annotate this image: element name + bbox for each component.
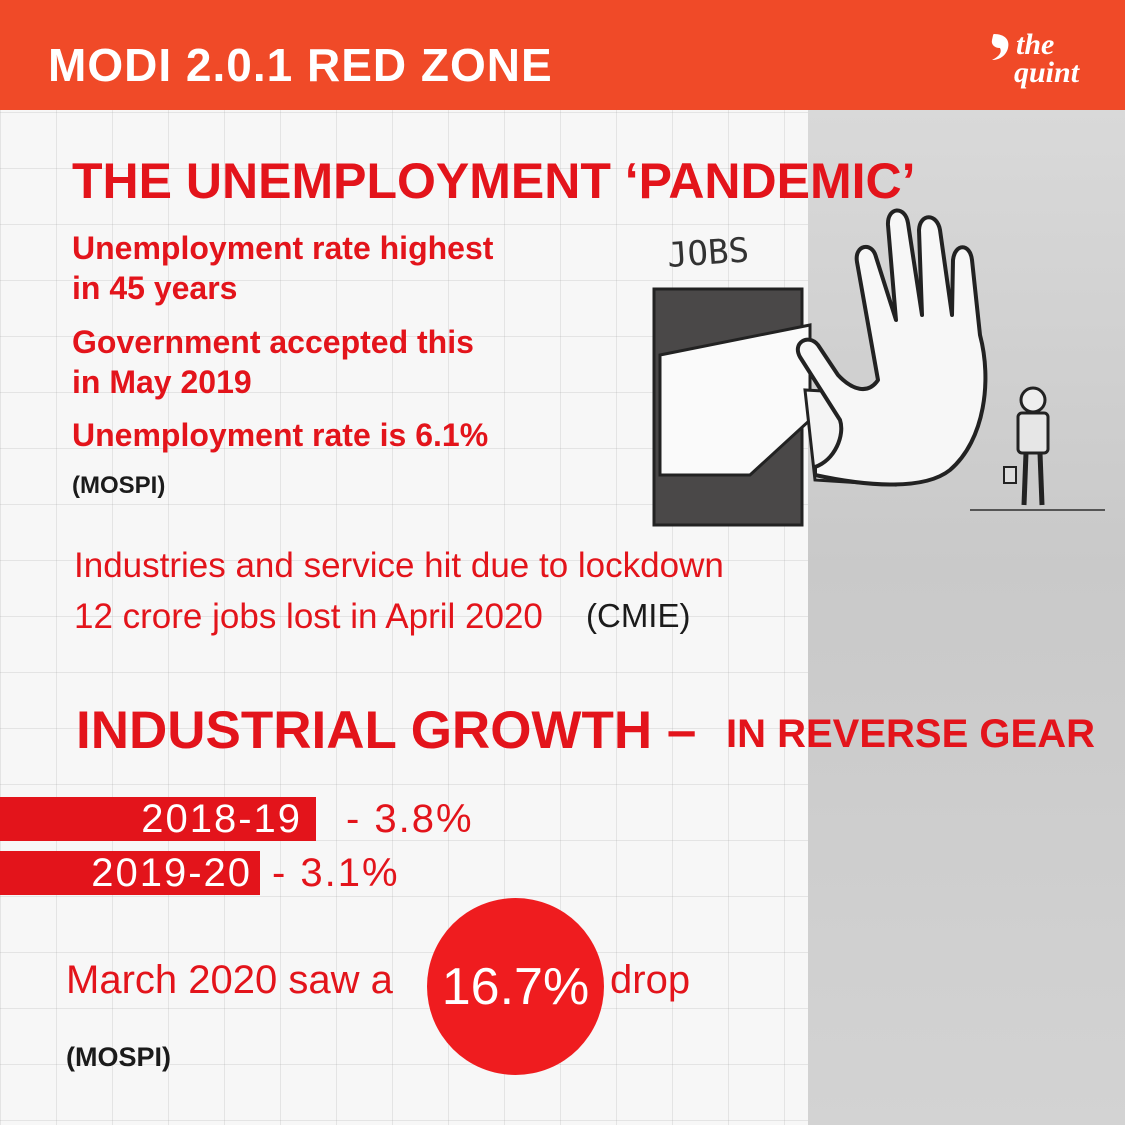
source-mospi-1: (MOSPI) — [72, 472, 166, 499]
header-banner: MODI 2.0.1 RED ZONE the quint — [0, 0, 1125, 110]
logo-word-the: the — [1016, 28, 1055, 61]
lockdown-line: Industries and service hit due to lockdo… — [74, 546, 724, 585]
source-mospi-2: (MOSPI) — [66, 1042, 171, 1072]
point-highest-line2: in 45 years — [72, 270, 238, 306]
growth-value-2018-19: - 3.8% — [346, 797, 474, 841]
year-bar-2019-20: 2019-20 — [0, 851, 260, 895]
jobs-lost-line: 12 crore jobs lost in April 2020 — [74, 597, 543, 636]
person-head — [1019, 386, 1047, 414]
point-government-line1: Government accepted this — [72, 324, 474, 360]
growth-value-2019-20: - 3.1% — [272, 851, 400, 895]
person-body-icon — [1016, 411, 1050, 455]
jobs-stop-hand-illustration: JOBS — [652, 208, 1105, 527]
logo-word-quint: quint — [1014, 56, 1080, 89]
year-label: 2019-20 — [91, 851, 252, 895]
source-cmie: (CMIE) — [586, 597, 691, 634]
page-title: MODI 2.0.1 RED ZONE — [48, 39, 553, 91]
march-prefix: March 2020 saw a — [66, 958, 393, 1002]
stop-hand-icon — [796, 208, 988, 487]
open-door-panel — [658, 323, 812, 477]
quote-mark-icon — [991, 34, 1009, 60]
jobs-sign-label: JOBS — [666, 230, 750, 276]
march-suffix: drop — [610, 958, 691, 1002]
point-rate: Unemployment rate is 6.1% — [72, 417, 489, 453]
industrial-subheading: IN REVERSE GEAR — [726, 712, 1095, 756]
drop-value: 16.7% — [441, 957, 590, 1016]
briefcase-icon — [1003, 466, 1017, 484]
point-highest-line1: Unemployment rate highest — [72, 230, 494, 266]
year-bar-2018-19: 2018-19 — [0, 797, 316, 841]
point-government-line2: in May 2019 — [72, 364, 252, 400]
industrial-heading: INDUSTRIAL GROWTH – — [76, 701, 697, 760]
unemployment-heading: THE UNEMPLOYMENT ‘PANDEMIC’ — [72, 153, 916, 209]
drop-value-circle: 16.7% — [427, 898, 604, 1075]
year-label: 2018-19 — [141, 797, 302, 841]
the-quint-logo: the quint — [990, 28, 1100, 100]
